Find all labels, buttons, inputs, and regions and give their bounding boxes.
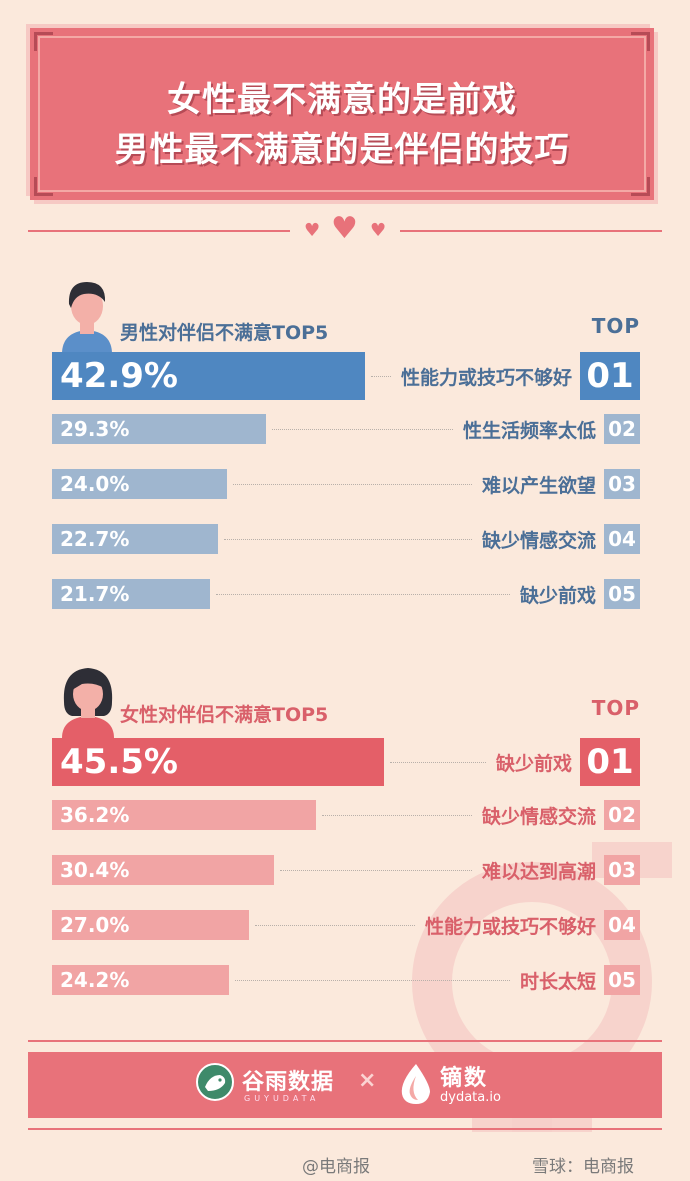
female-category-label: 性能力或技巧不够好 bbox=[424, 916, 596, 938]
heart-icon: ♥ bbox=[304, 220, 321, 241]
watermark-right: 雪球：电商报 bbox=[532, 1157, 634, 1177]
female-rank-badge: 04 bbox=[604, 910, 640, 940]
male-value-label: 24.0% bbox=[60, 472, 130, 496]
corner-decoration bbox=[631, 32, 650, 51]
male-bar: 21.7% bbox=[52, 579, 210, 609]
male-value-label: 42.9% bbox=[60, 356, 178, 396]
corner-decoration bbox=[34, 32, 53, 51]
male-category-label: 缺少情感交流 bbox=[481, 530, 596, 552]
footer-rule bbox=[28, 1040, 662, 1042]
female-rank-badge: 02 bbox=[604, 800, 640, 830]
guyu-logo-name: 谷雨数据 bbox=[242, 1070, 335, 1095]
male-value-label: 22.7% bbox=[60, 527, 130, 551]
divider-left bbox=[28, 230, 290, 232]
female-value-label: 27.0% bbox=[60, 913, 130, 937]
female-leader-line bbox=[235, 980, 510, 981]
female-leader-line bbox=[390, 762, 486, 763]
footer-band bbox=[28, 1052, 662, 1118]
female-category-label: 时长太短 bbox=[519, 971, 596, 993]
male-value-label: 29.3% bbox=[60, 417, 130, 441]
divider-right bbox=[400, 230, 662, 232]
male-section-title: 男性对伴侣不满意TOP5 bbox=[120, 322, 329, 344]
male-rank-badge: 01 bbox=[580, 352, 640, 400]
female-rank-badge: 05 bbox=[604, 965, 640, 995]
corner-decoration bbox=[631, 177, 650, 196]
female-value-label: 24.2% bbox=[60, 968, 130, 992]
female-rank-badge: 01 bbox=[580, 738, 640, 786]
guyu-bird-logo-icon bbox=[196, 1063, 234, 1101]
male-rank-badge: 04 bbox=[604, 524, 640, 554]
female-bar: 24.2% bbox=[52, 965, 229, 995]
male-bar: 22.7% bbox=[52, 524, 218, 554]
times-sign: × bbox=[358, 1068, 377, 1093]
female-bar: 36.2% bbox=[52, 800, 316, 830]
dydata-drop-logo-icon bbox=[401, 1064, 430, 1104]
guyu-logo-subtitle: GUYUDATA bbox=[244, 1094, 320, 1103]
male-avatar-icon bbox=[62, 282, 112, 354]
heart-icon: ♥ bbox=[370, 220, 387, 241]
male-category-label: 缺少前戏 bbox=[519, 585, 596, 607]
female-bar: 30.4% bbox=[52, 855, 274, 885]
male-category-label: 性生活频率太低 bbox=[462, 420, 596, 442]
male-bar: 24.0% bbox=[52, 469, 227, 499]
male-value-label: 21.7% bbox=[60, 582, 130, 606]
male-leader-line bbox=[216, 594, 510, 595]
female-leader-line bbox=[280, 870, 472, 871]
title-line-1: 女性最不满意的是前戏 bbox=[167, 80, 517, 120]
female-avatar-icon bbox=[62, 668, 114, 738]
female-bar: 27.0% bbox=[52, 910, 249, 940]
male-leader-line bbox=[272, 429, 453, 430]
male-rank-badge: 02 bbox=[604, 414, 640, 444]
female-leader-line bbox=[322, 815, 472, 816]
dydata-logo-name: 镝数 bbox=[440, 1066, 489, 1091]
female-rank-badge: 03 bbox=[604, 855, 640, 885]
male-bar: 29.3% bbox=[52, 414, 266, 444]
female-value-label: 30.4% bbox=[60, 858, 130, 882]
male-category-label: 性能力或技巧不够好 bbox=[400, 367, 572, 389]
watermark-left: @电商报 bbox=[302, 1157, 370, 1177]
male-rank-badge: 03 bbox=[604, 469, 640, 499]
male-category-label: 难以产生欲望 bbox=[481, 475, 596, 497]
male-top-label: TOP bbox=[591, 314, 640, 338]
female-value-label: 45.5% bbox=[60, 742, 178, 782]
female-leader-line bbox=[255, 925, 415, 926]
male-bar: 42.9% bbox=[52, 352, 365, 400]
female-category-label: 缺少情感交流 bbox=[481, 806, 596, 828]
heart-icon: ♥ bbox=[331, 211, 358, 246]
female-top-label: TOP bbox=[591, 696, 640, 720]
female-section-title: 女性对伴侣不满意TOP5 bbox=[120, 704, 329, 726]
male-leader-line bbox=[233, 484, 472, 485]
female-bar: 45.5% bbox=[52, 738, 384, 786]
footer-rule bbox=[28, 1128, 662, 1130]
male-leader-line bbox=[371, 376, 391, 377]
female-value-label: 36.2% bbox=[60, 803, 130, 827]
corner-decoration bbox=[34, 177, 53, 196]
female-category-label: 难以达到高潮 bbox=[481, 861, 596, 883]
male-rank-badge: 05 bbox=[604, 579, 640, 609]
title-line-2: 男性最不满意的是伴侣的技巧 bbox=[114, 130, 570, 170]
dydata-logo-subtitle: dydata.io bbox=[440, 1090, 501, 1105]
female-category-label: 缺少前戏 bbox=[495, 753, 572, 775]
male-leader-line bbox=[224, 539, 472, 540]
title-card: 女性最不满意的是前戏 男性最不满意的是伴侣的技巧 bbox=[30, 28, 654, 200]
